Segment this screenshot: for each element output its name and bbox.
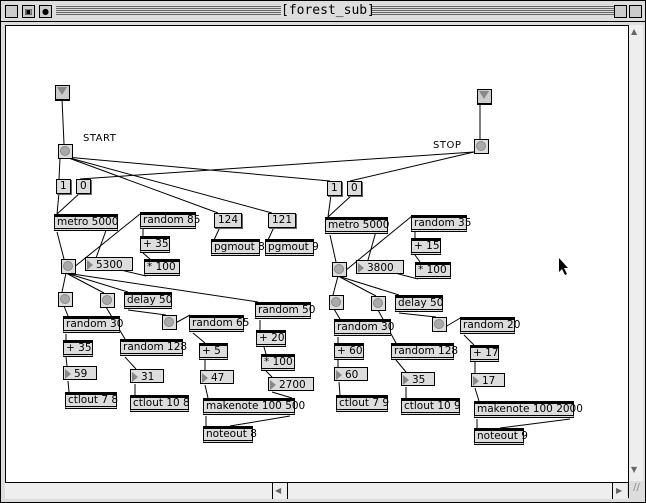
- bang-note-right[interactable]: [432, 317, 447, 332]
- pgmout-9[interactable]: pgmout 9: [265, 239, 319, 256]
- times-100-right[interactable]: * 100: [415, 262, 451, 279]
- times-100-a[interactable]: * 100: [144, 259, 180, 276]
- number-60[interactable]: 60: [334, 367, 368, 381]
- msg-off-right[interactable]: 0: [347, 181, 362, 196]
- bang-metro-right[interactable]: [332, 262, 347, 277]
- noteout-9[interactable]: noteout 9: [474, 428, 528, 445]
- pgmout-8[interactable]: pgmout 8: [211, 239, 265, 256]
- bang-ctl10-left[interactable]: [100, 293, 115, 308]
- number-interval-right[interactable]: 3800: [356, 260, 404, 274]
- noteout-8[interactable]: noteout 8: [203, 426, 257, 443]
- msg-on-left[interactable]: 1: [56, 179, 71, 194]
- plus-15[interactable]: + 15: [411, 238, 441, 255]
- scroll-down-icon[interactable]: ▼: [631, 465, 638, 474]
- bang-note-left[interactable]: [162, 315, 177, 330]
- random-20[interactable]: random 20: [460, 317, 520, 334]
- random-35[interactable]: random 35: [411, 215, 471, 232]
- bang-ctl10-right[interactable]: [371, 296, 386, 311]
- zoom-box-icon[interactable]: [614, 5, 627, 18]
- number-47[interactable]: 47: [200, 370, 234, 384]
- number-17[interactable]: 17: [471, 373, 505, 387]
- random-128-right[interactable]: random 128: [391, 343, 458, 360]
- inlet-stop-icon[interactable]: [477, 89, 492, 105]
- delay-50-left[interactable]: delay 50: [124, 292, 172, 309]
- metro-right[interactable]: metro 5000: [325, 217, 389, 234]
- plus-60[interactable]: + 60: [334, 343, 364, 360]
- number-2700[interactable]: 2700: [268, 377, 314, 391]
- msg-121[interactable]: 121: [268, 213, 297, 228]
- window-shade-icon[interactable]: ●: [39, 5, 52, 18]
- title-bar[interactable]: ▣ ● [forest_sub]: [1, 1, 645, 22]
- start-label: START: [83, 133, 117, 144]
- ctlout-7-9[interactable]: ctlout 7 9: [336, 395, 389, 412]
- bang-ctl7-left[interactable]: [58, 292, 73, 307]
- ctlout-10-9[interactable]: ctlout 10 9: [401, 398, 461, 415]
- plus-35-b[interactable]: + 35: [63, 340, 93, 357]
- makenote-right[interactable]: makenote 100 2000: [474, 401, 583, 418]
- delay-50-right[interactable]: delay 50: [395, 295, 443, 312]
- lock-icon[interactable]: ▣: [22, 5, 35, 18]
- random-65[interactable]: random 65: [189, 315, 249, 332]
- stop-label: STOP: [433, 140, 462, 151]
- window-title: [forest_sub]: [281, 3, 375, 18]
- number-35[interactable]: 35: [401, 372, 435, 386]
- scroll-right-icon[interactable]: ▶: [616, 486, 623, 495]
- plus-17[interactable]: + 17: [470, 345, 499, 362]
- number-31[interactable]: 31: [130, 369, 164, 383]
- random-85[interactable]: random 85: [140, 212, 200, 229]
- close-box-icon[interactable]: [5, 5, 18, 18]
- random-30-right[interactable]: random 30: [334, 319, 394, 336]
- msg-off-left[interactable]: 0: [76, 179, 91, 194]
- bang-metro-left[interactable]: [61, 259, 76, 274]
- msg-on-right[interactable]: 1: [327, 181, 342, 196]
- title-stripes: [56, 6, 281, 16]
- random-128-left[interactable]: random 128: [120, 339, 187, 356]
- bang-start[interactable]: [58, 144, 73, 159]
- scroll-left-icon[interactable]: ◀: [275, 486, 282, 495]
- ctlout-7-8[interactable]: ctlout 7 8: [65, 392, 118, 409]
- ctlout-10-8[interactable]: ctlout 10 8: [130, 395, 190, 412]
- plus-5[interactable]: + 5: [199, 343, 228, 360]
- collapse-box-icon[interactable]: [629, 5, 642, 18]
- plus-20[interactable]: + 20: [256, 330, 286, 347]
- scroll-up-icon[interactable]: ▲: [631, 27, 638, 36]
- resize-grip-icon[interactable]: //: [628, 482, 644, 498]
- bang-ctl7-right[interactable]: [329, 295, 344, 310]
- number-interval-left[interactable]: 5300: [85, 257, 133, 271]
- metro-left[interactable]: metro 5000: [54, 214, 118, 231]
- msg-124[interactable]: 124: [214, 213, 243, 228]
- title-stripes: [371, 6, 616, 16]
- plus-35-a[interactable]: + 35: [140, 236, 170, 253]
- makenote-left[interactable]: makenote 100 500: [203, 398, 305, 415]
- inlet-start-icon[interactable]: [55, 85, 70, 101]
- random-50[interactable]: random 50: [255, 302, 315, 319]
- number-59[interactable]: 59: [63, 366, 97, 380]
- horizontal-scrollbar[interactable]: ◀ ▶: [5, 482, 627, 499]
- times-100-b[interactable]: * 100: [261, 354, 295, 371]
- bang-stop[interactable]: [474, 139, 489, 154]
- vertical-scrollbar[interactable]: ▲ ▼: [628, 25, 643, 481]
- random-30-left[interactable]: random 30: [63, 316, 123, 333]
